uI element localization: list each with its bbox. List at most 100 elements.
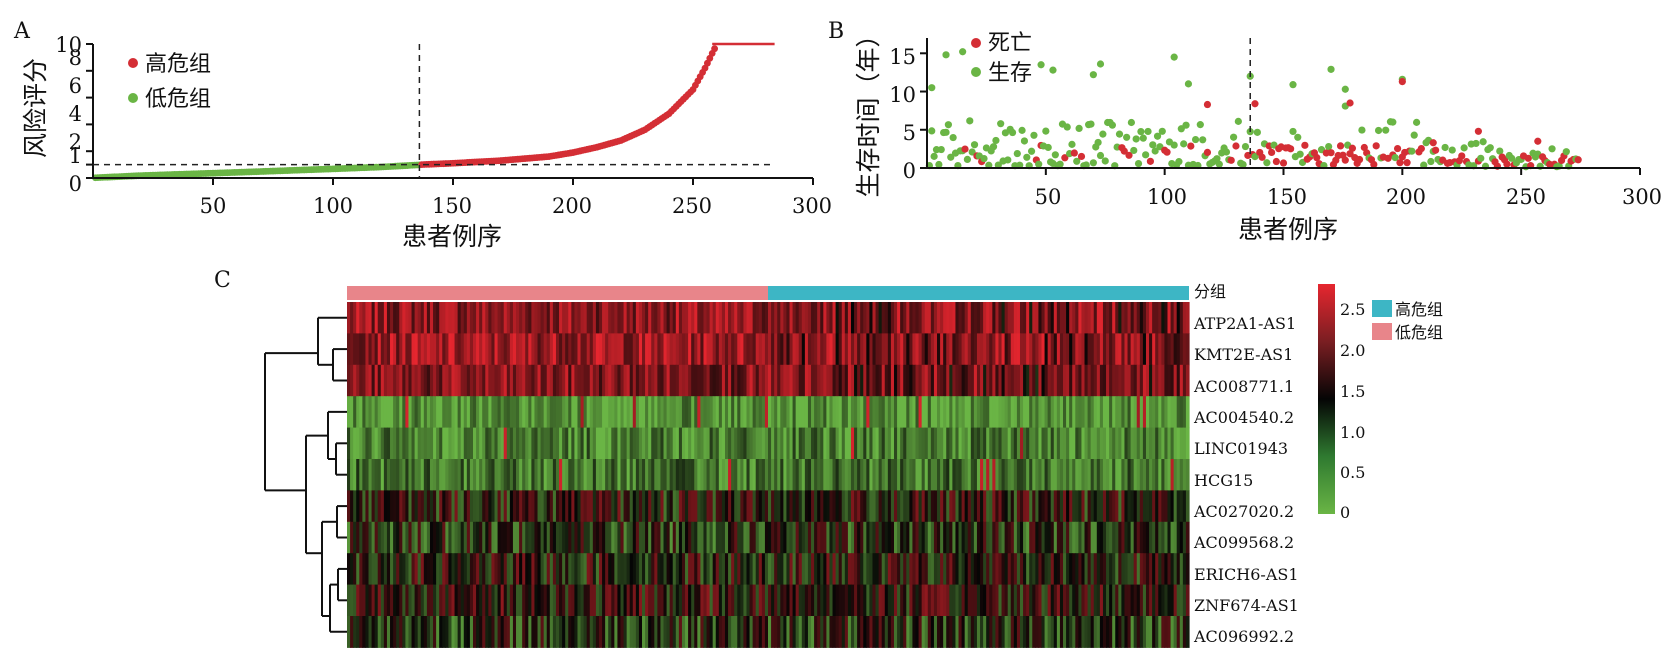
heatmap-cell bbox=[814, 333, 818, 366]
heatmap-cell bbox=[598, 521, 603, 554]
panel-b-x-tick-100: 100 bbox=[1147, 185, 1187, 209]
panel-label-c: C bbox=[214, 268, 231, 293]
heatmap-cell bbox=[356, 302, 360, 334]
heatmap-cell bbox=[380, 584, 385, 617]
heatmap-cell bbox=[995, 553, 1000, 586]
heatmap-cell bbox=[1066, 302, 1070, 334]
heatmap-cell bbox=[353, 427, 357, 460]
heatmap-cell bbox=[915, 396, 920, 429]
heatmap-cell bbox=[887, 427, 892, 460]
heatmap-cell bbox=[872, 553, 877, 586]
heatmap-cell bbox=[396, 427, 400, 460]
heatmap-cell bbox=[592, 459, 597, 491]
heatmap-cell bbox=[353, 459, 357, 491]
heatmap-cell bbox=[654, 616, 658, 648]
heatmap-cell bbox=[1019, 521, 1024, 554]
heatmap-cell bbox=[731, 459, 735, 491]
heatmap-cell bbox=[1164, 616, 1169, 648]
heatmap-cell bbox=[1072, 396, 1076, 429]
heatmap-cell bbox=[691, 364, 695, 397]
heatmap-cell bbox=[386, 333, 391, 366]
heatmap-cell bbox=[417, 553, 422, 586]
heatmap-cell bbox=[737, 302, 741, 334]
heatmap-cell bbox=[1149, 553, 1153, 586]
heatmap-cell bbox=[691, 333, 695, 366]
heatmap-cell bbox=[1016, 584, 1021, 617]
heatmap-cell bbox=[503, 616, 508, 648]
heatmap-cell bbox=[602, 333, 606, 366]
heatmap-cell bbox=[789, 427, 794, 460]
heatmap-cell bbox=[992, 302, 997, 334]
heatmap-cell bbox=[881, 333, 886, 366]
heatmap-cell bbox=[838, 459, 843, 491]
heatmap-cell bbox=[1173, 364, 1178, 397]
heatmap-cell bbox=[724, 459, 729, 491]
heatmap-cell bbox=[460, 459, 465, 491]
survival-point-alive bbox=[1158, 127, 1166, 135]
heatmap-cell bbox=[377, 333, 382, 366]
heatmap-cell bbox=[1185, 333, 1190, 366]
heatmap-cell bbox=[986, 521, 990, 554]
heatmap-cell bbox=[829, 396, 834, 429]
heatmap-cell bbox=[863, 521, 867, 554]
heatmap-cell bbox=[841, 584, 846, 617]
heatmap-cell bbox=[1115, 333, 1119, 366]
heatmap-cell bbox=[1007, 427, 1012, 460]
heatmap-cell bbox=[841, 427, 846, 460]
heatmap-cell bbox=[598, 364, 603, 397]
heatmap-cell bbox=[678, 333, 683, 366]
heatmap-cell bbox=[940, 364, 944, 397]
heatmap-cell bbox=[746, 302, 751, 334]
heatmap-cell bbox=[555, 459, 560, 491]
heatmap-cell bbox=[1161, 302, 1166, 334]
heatmap-cell bbox=[393, 364, 397, 397]
heatmap-cell bbox=[611, 427, 615, 460]
heatmap-cell bbox=[789, 459, 794, 491]
heatmap-cell bbox=[777, 616, 781, 648]
heatmap-cell bbox=[1161, 584, 1166, 617]
heatmap-cell bbox=[1179, 490, 1184, 523]
heatmap-cell bbox=[362, 521, 367, 554]
heatmap-cell bbox=[761, 584, 766, 617]
heatmap-cell bbox=[574, 616, 579, 648]
survival-point-alive bbox=[1101, 157, 1109, 165]
heatmap-cell bbox=[525, 490, 529, 523]
heatmap-cell bbox=[986, 490, 990, 523]
heatmap-cell bbox=[900, 302, 904, 334]
heatmap-cell bbox=[531, 364, 536, 397]
heatmap-cell bbox=[1112, 302, 1116, 334]
heatmap-cell bbox=[992, 427, 997, 460]
heatmap-cell bbox=[746, 333, 751, 366]
heatmap-cell bbox=[1010, 584, 1015, 617]
heatmap-cell bbox=[835, 396, 840, 429]
survival-point-alive bbox=[1020, 137, 1029, 145]
heatmap-cell bbox=[635, 302, 640, 334]
heatmap-cell bbox=[983, 427, 987, 460]
heatmap-cell bbox=[512, 396, 517, 429]
heatmap-cell bbox=[1041, 427, 1046, 460]
heatmap-cell bbox=[506, 521, 511, 554]
heatmap-cell bbox=[900, 584, 904, 617]
survival-point-alive bbox=[1196, 121, 1204, 129]
heatmap-cell bbox=[755, 302, 760, 334]
survival-point-dead bbox=[1268, 148, 1276, 157]
heatmap-cell bbox=[420, 553, 425, 586]
heatmap-cell bbox=[915, 427, 920, 460]
heatmap-cell bbox=[472, 616, 477, 648]
heatmap-cell bbox=[804, 364, 809, 397]
heatmap-cell bbox=[497, 427, 502, 460]
heatmap-cell bbox=[494, 553, 499, 586]
heatmap-cell bbox=[854, 459, 858, 491]
heatmap-cell bbox=[743, 459, 748, 491]
heatmap-cell bbox=[958, 584, 963, 617]
heatmap-cell bbox=[426, 364, 431, 397]
heatmap-cell bbox=[595, 396, 600, 429]
heatmap-cell bbox=[814, 459, 818, 491]
heatmap-cell bbox=[737, 396, 741, 429]
heatmap-cell bbox=[872, 616, 877, 648]
heatmap-cell bbox=[786, 364, 791, 397]
heatmap-cell bbox=[503, 396, 508, 429]
heatmap-cell bbox=[860, 459, 864, 491]
heatmap-cell bbox=[758, 302, 763, 334]
heatmap-cell bbox=[654, 396, 658, 429]
